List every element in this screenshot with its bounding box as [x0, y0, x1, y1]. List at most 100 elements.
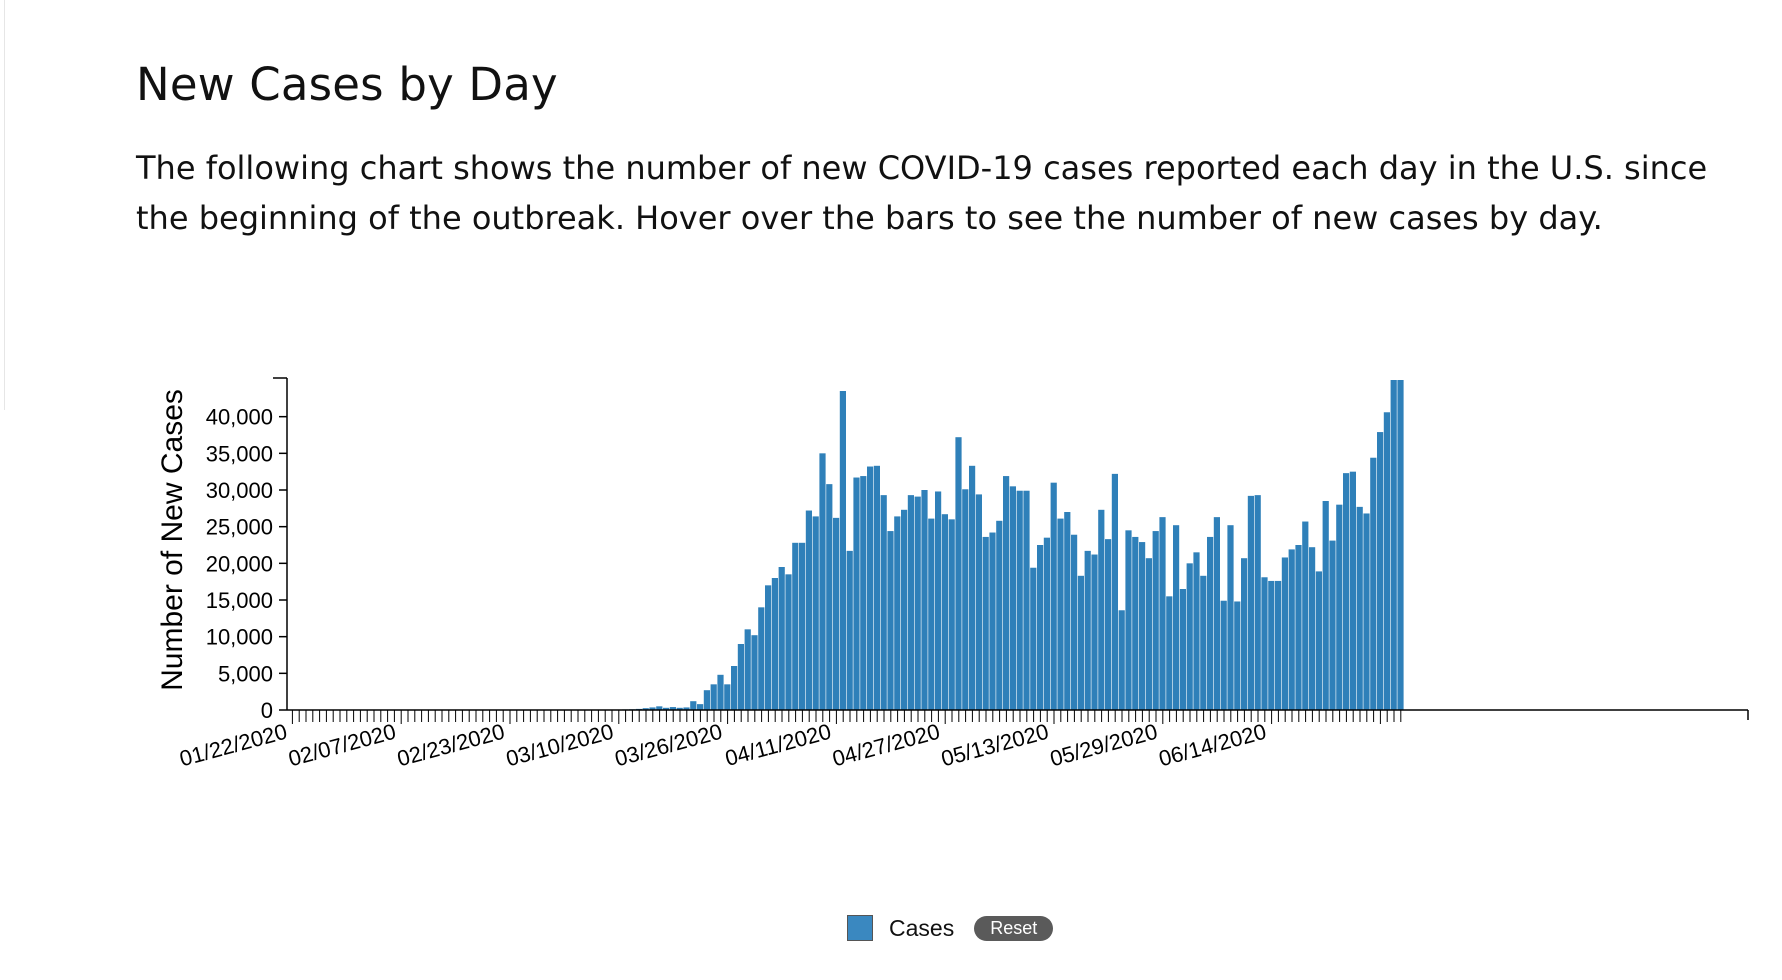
bar[interactable]	[914, 496, 921, 710]
bar[interactable]	[1111, 473, 1118, 710]
bar[interactable]	[1084, 550, 1091, 710]
bar[interactable]	[989, 532, 996, 710]
bar[interactable]	[1356, 506, 1363, 710]
bar[interactable]	[1064, 512, 1071, 710]
bar[interactable]	[1343, 473, 1350, 710]
bar[interactable]	[1077, 575, 1084, 710]
bar[interactable]	[1390, 380, 1397, 710]
bar[interactable]	[1173, 525, 1180, 710]
bar[interactable]	[1166, 596, 1173, 710]
bar[interactable]	[649, 707, 656, 710]
bar[interactable]	[1247, 495, 1254, 710]
bar[interactable]	[758, 607, 765, 710]
bar[interactable]	[765, 585, 772, 710]
bar[interactable]	[1037, 545, 1044, 710]
bar[interactable]	[1275, 580, 1282, 710]
bar[interactable]	[907, 495, 914, 710]
bar[interactable]	[955, 437, 962, 710]
bar[interactable]	[1241, 558, 1248, 710]
bar[interactable]	[1383, 412, 1390, 710]
bar[interactable]	[887, 531, 894, 710]
bar[interactable]	[1193, 552, 1200, 710]
bar[interactable]	[1288, 549, 1295, 710]
bar[interactable]	[737, 644, 744, 710]
bar[interactable]	[846, 550, 853, 710]
bar[interactable]	[1349, 471, 1356, 710]
bar[interactable]	[1329, 540, 1336, 710]
bar[interactable]	[833, 517, 840, 710]
bar[interactable]	[703, 690, 710, 710]
bar[interactable]	[1023, 490, 1030, 710]
bar[interactable]	[1050, 482, 1057, 710]
bar[interactable]	[744, 629, 751, 710]
bar[interactable]	[1302, 521, 1309, 710]
bar[interactable]	[663, 707, 670, 710]
bar[interactable]	[792, 542, 799, 710]
bar[interactable]	[1016, 490, 1023, 710]
bar[interactable]	[1268, 580, 1275, 710]
bar[interactable]	[982, 536, 989, 710]
bar[interactable]	[1152, 531, 1159, 710]
bar[interactable]	[860, 476, 867, 710]
bar[interactable]	[975, 494, 982, 710]
bar[interactable]	[1091, 554, 1098, 710]
bar[interactable]	[1200, 575, 1207, 710]
bar[interactable]	[1315, 571, 1322, 710]
bar[interactable]	[969, 465, 976, 710]
bar[interactable]	[731, 666, 738, 710]
bar[interactable]	[805, 510, 812, 710]
bar[interactable]	[669, 707, 676, 710]
bar[interactable]	[1179, 589, 1186, 710]
bar[interactable]	[996, 520, 1003, 710]
legend-swatch-cases[interactable]	[847, 915, 873, 941]
bar[interactable]	[751, 635, 758, 710]
bar[interactable]	[948, 519, 955, 710]
bar[interactable]	[1295, 545, 1302, 710]
bar[interactable]	[873, 465, 880, 710]
bar[interactable]	[1030, 567, 1037, 710]
bar[interactable]	[1370, 457, 1377, 710]
bar[interactable]	[1363, 513, 1370, 710]
bar[interactable]	[1003, 476, 1010, 710]
bar[interactable]	[826, 484, 833, 710]
bar[interactable]	[921, 490, 928, 710]
bar[interactable]	[1309, 547, 1316, 710]
bar[interactable]	[799, 542, 806, 710]
bar[interactable]	[676, 707, 683, 710]
bar[interactable]	[690, 701, 697, 710]
bar[interactable]	[1118, 610, 1125, 710]
bar[interactable]	[928, 518, 935, 710]
bar[interactable]	[1098, 509, 1105, 710]
bar[interactable]	[812, 516, 819, 710]
bar[interactable]	[839, 391, 846, 710]
bar[interactable]	[1186, 563, 1193, 710]
bar[interactable]	[867, 466, 874, 710]
bar[interactable]	[1207, 536, 1214, 710]
bar[interactable]	[901, 509, 908, 710]
bar[interactable]	[1009, 486, 1016, 710]
bar[interactable]	[1336, 504, 1343, 710]
bar[interactable]	[642, 708, 649, 710]
bar[interactable]	[778, 567, 785, 710]
bar[interactable]	[1261, 577, 1268, 710]
bar[interactable]	[853, 477, 860, 710]
bar[interactable]	[724, 684, 731, 710]
bar[interactable]	[1043, 537, 1050, 710]
bar[interactable]	[1125, 530, 1132, 710]
bar[interactable]	[683, 707, 690, 710]
bar[interactable]	[962, 489, 969, 710]
bar[interactable]	[1322, 501, 1329, 710]
bar[interactable]	[710, 684, 717, 710]
bar[interactable]	[1220, 600, 1227, 710]
bar[interactable]	[1377, 432, 1384, 710]
bar[interactable]	[935, 491, 942, 710]
bar[interactable]	[1139, 542, 1146, 710]
bar[interactable]	[1281, 557, 1288, 710]
bar[interactable]	[656, 706, 663, 710]
bar[interactable]	[1105, 539, 1112, 710]
bar[interactable]	[1057, 518, 1064, 710]
bars-group[interactable]	[289, 380, 1404, 710]
bar[interactable]	[880, 495, 887, 710]
reset-button[interactable]: Reset	[974, 915, 1054, 941]
bar[interactable]	[1159, 517, 1166, 710]
